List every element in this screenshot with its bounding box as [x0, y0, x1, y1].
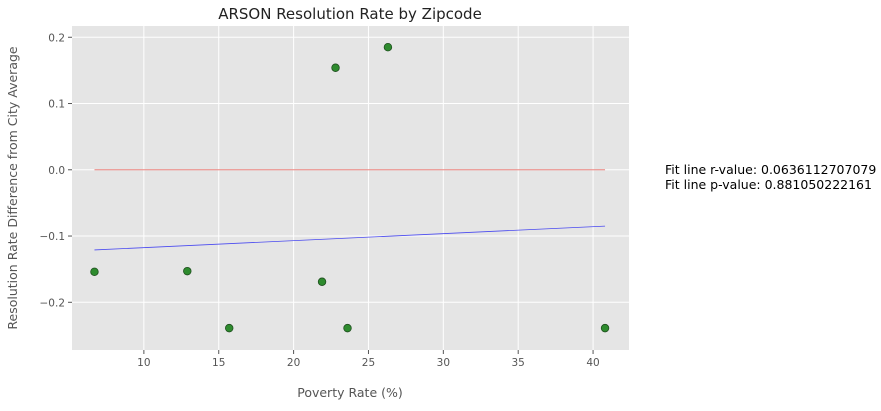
- y-tick-label: 0.2: [48, 32, 65, 44]
- chart-title: ARSON Resolution Rate by Zipcode: [218, 5, 482, 23]
- fit-line: [94, 225, 606, 251]
- data-points: [90, 43, 610, 333]
- series: [94, 169, 606, 251]
- x-axis-label: Poverty Rate (%): [297, 385, 403, 400]
- fit-p-value-annotation: Fit line p-value: 0.881050222161: [665, 177, 872, 192]
- plot-area: [72, 26, 629, 350]
- y-tick-label: −0.1: [40, 231, 66, 243]
- x-tick-label: 15: [212, 357, 225, 369]
- y-tick-label: 0.0: [48, 165, 65, 177]
- data-point: [90, 267, 99, 277]
- data-point: [600, 323, 610, 333]
- x-tick-label: 20: [287, 357, 300, 369]
- x-tick-label: 25: [362, 357, 375, 369]
- x-tick-label: 10: [137, 357, 150, 369]
- y-tick-label: −0.2: [40, 297, 66, 309]
- x-tick-label: 40: [586, 357, 599, 369]
- data-point: [383, 43, 393, 52]
- data-point: [225, 323, 234, 333]
- data-point: [183, 266, 192, 276]
- x-tick-label: 35: [512, 357, 525, 369]
- x-tick-label: 30: [437, 357, 450, 369]
- data-point: [343, 323, 352, 333]
- data-point: [317, 277, 327, 286]
- y-axis-ticks: −0.2 −0.1 0.0 0.1 0.2: [40, 32, 72, 309]
- y-tick-label: 0.1: [48, 99, 65, 111]
- x-axis-ticks: 10 15 20 25 30 35 40: [137, 350, 600, 369]
- y-axis-label: Resolution Rate Difference from City Ave…: [5, 46, 20, 330]
- fit-r-value-annotation: Fit line r-value: 0.0636112707079: [665, 162, 876, 177]
- data-point: [331, 63, 340, 72]
